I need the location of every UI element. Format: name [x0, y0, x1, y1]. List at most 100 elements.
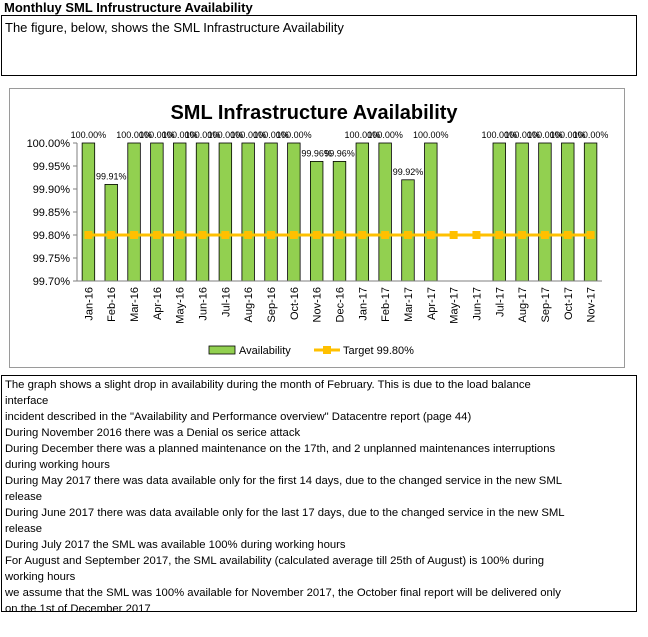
- x-tick-label: Jul-16: [220, 287, 232, 317]
- data-labels: 100.00%99.91%100.00%100.00%100.00%100.00…: [71, 130, 609, 181]
- x-tick-label: Mar-16: [129, 287, 141, 322]
- availability-bar: [218, 142, 233, 282]
- availability-bar: [515, 142, 529, 282]
- data-label: 100.00%: [116, 130, 152, 140]
- y-tick-label: 99.70%: [33, 276, 71, 288]
- x-axis: Jan-16 Feb-16 Mar-16 Apr-16 May-16 Jun-16 Jul-…: [77, 280, 602, 324]
- availability-bar: [195, 142, 210, 282]
- y-tick-label: 99.90%: [33, 184, 71, 196]
- intro-box: The figure, below, shows the SML Infrast…: [1, 15, 637, 76]
- chart-canvas: SML Infrastructure Availability 100.00% 9…: [27, 102, 609, 357]
- chart-title: SML Infrastructure Availability: [170, 102, 458, 124]
- data-label: 100.00%: [208, 130, 244, 140]
- note-line: For August and September 2017, the SML a…: [5, 555, 545, 567]
- x-tick-label: Dec-16: [335, 287, 347, 322]
- x-tick-label: Nov-17: [586, 287, 598, 322]
- target-marker: [518, 231, 527, 239]
- note-line: release: [5, 523, 43, 535]
- data-label: 100.00%: [162, 130, 198, 140]
- target-marker: [358, 231, 367, 239]
- availability-bar: [561, 142, 575, 282]
- target-marker: [335, 231, 344, 239]
- target-marker: [426, 231, 435, 239]
- data-label: 100.00%: [139, 130, 175, 140]
- y-tick-label: 99.80%: [33, 230, 71, 242]
- data-label: 100.00%: [345, 130, 381, 140]
- legend-label-availability: Availability: [239, 345, 291, 357]
- x-tick-label: Nov-16: [312, 287, 324, 322]
- target-marker: [267, 231, 276, 239]
- x-tick-label: Jun-17: [471, 287, 483, 321]
- x-tick-label: May-17: [449, 287, 461, 324]
- data-label: 99.92%: [393, 167, 424, 177]
- data-label: 99.96%: [301, 148, 332, 158]
- availability-chart: SML Infrastructure Availability 100.00% 9…: [9, 88, 625, 368]
- target-series: [84, 231, 595, 239]
- availability-bar: [241, 142, 255, 282]
- page-heading: Monthluy SML Infrustructure Availability: [4, 0, 253, 15]
- notes-box: The graph shows a slight drop in availab…: [1, 375, 637, 612]
- x-tick-label: Jun-16: [198, 287, 210, 321]
- x-tick-label: Oct-16: [289, 287, 301, 320]
- data-label: 99.91%: [96, 171, 127, 181]
- legend-swatch-target-marker: [323, 346, 331, 354]
- availability-bar: [492, 142, 506, 282]
- x-tick-label: May-16: [175, 287, 187, 324]
- target-marker: [495, 231, 504, 239]
- target-marker: [586, 231, 595, 239]
- note-line: during working hours: [5, 459, 110, 471]
- target-marker: [221, 231, 230, 239]
- availability-bar: [309, 161, 324, 282]
- x-tick-label: Aug-17: [517, 287, 529, 322]
- note-line: working hours: [5, 571, 76, 583]
- target-marker: [289, 231, 298, 239]
- availability-bar: [264, 142, 278, 282]
- target-marker: [403, 231, 412, 239]
- availability-bar: [583, 142, 598, 282]
- target-marker: [540, 231, 549, 239]
- data-label: 100.00%: [367, 130, 403, 140]
- target-marker: [152, 231, 161, 239]
- x-tick-label: Feb-17: [380, 287, 392, 322]
- legend-swatch-availability: [208, 345, 236, 355]
- data-label: 100.00%: [276, 130, 312, 140]
- y-tick-label: 99.75%: [33, 253, 71, 265]
- x-tick-label: Jan-16: [83, 287, 95, 321]
- data-label: 100.00%: [550, 130, 586, 140]
- availability-bar: [401, 179, 415, 282]
- data-label: 100.00%: [413, 130, 449, 140]
- x-tick-label: Apr-16: [152, 287, 164, 320]
- note-line: The graph shows a slight drop in availab…: [5, 379, 531, 391]
- chart-legend: Availability Target 99.80%: [208, 345, 414, 357]
- target-marker: [563, 231, 572, 239]
- target-marker: [449, 231, 458, 239]
- x-tick-label: Feb-16: [106, 287, 118, 322]
- target-marker: [175, 231, 184, 239]
- availability-bar: [150, 142, 164, 282]
- note-line: During July 2017 the SML was available 1…: [5, 539, 346, 551]
- y-axis: 100.00% 99.95% 99.90% 99.85% 99.80% 99.75% 99.…: [27, 138, 78, 288]
- note-line: on the 1st of December 2017: [5, 603, 151, 612]
- x-tick-label: Aug-16: [243, 287, 255, 322]
- availability-bar: [173, 142, 187, 282]
- note-line: interface: [5, 395, 49, 407]
- target-marker: [130, 231, 139, 239]
- target-marker: [312, 231, 321, 239]
- y-tick-label: 99.85%: [33, 207, 71, 219]
- data-label: 99.96%: [324, 148, 355, 158]
- note-line: we assume that the SML was 100% availabl…: [5, 587, 561, 599]
- intro-text: The figure, below, shows the SML Infrast…: [5, 20, 344, 35]
- bar-series: [81, 142, 598, 282]
- target-marker: [84, 231, 93, 239]
- x-tick-label: Oct-17: [563, 287, 575, 320]
- note-line: During May 2017 there was data available…: [5, 475, 563, 487]
- availability-bar: [332, 161, 347, 282]
- data-label: 100.00%: [230, 130, 266, 140]
- note-line: During June 2017 there was data availabl…: [5, 507, 565, 519]
- note-line: incident described in the "Availability …: [5, 411, 472, 423]
- data-label: 100.00%: [185, 130, 221, 140]
- target-marker: [244, 231, 253, 239]
- availability-bar: [355, 142, 370, 282]
- availability-bar: [127, 142, 141, 282]
- data-label: 100.00%: [573, 130, 609, 140]
